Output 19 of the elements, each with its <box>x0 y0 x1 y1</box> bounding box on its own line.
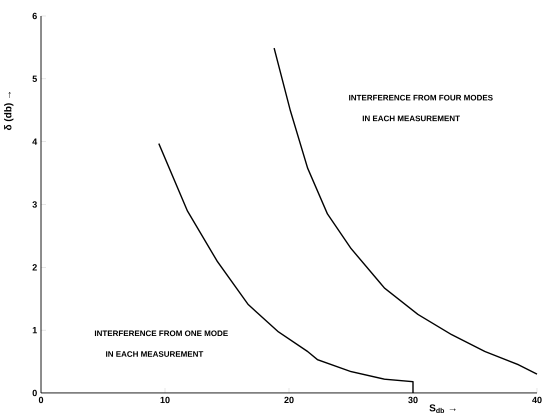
annotation: INTERFERENCE FROM FOUR MODES <box>349 94 493 101</box>
x-tick-label: 0 <box>38 396 44 404</box>
annotation: IN EACH MEASUREMENT <box>106 351 204 357</box>
x-tick-label: 30 <box>408 396 418 404</box>
y-tick-label: 2 <box>32 264 37 270</box>
y-tick-label: 5 <box>32 76 37 82</box>
y-axis-title: δ (db) → <box>4 92 14 130</box>
annotation: IN EACH MEASUREMENT <box>362 116 460 122</box>
y-tick-label: 3 <box>32 201 37 208</box>
annotation: INTERFERENCE FROM ONE MODE <box>94 330 228 336</box>
y-tick-label: 4 <box>32 138 38 145</box>
y-tick-label: 0 <box>32 390 37 396</box>
x-tick-label: 10 <box>160 396 170 404</box>
x-tick-label: 40 <box>532 396 542 404</box>
x-tick-label: 20 <box>284 396 294 404</box>
y-tick-label: 1 <box>32 327 37 334</box>
line-series <box>273 47 538 375</box>
x-axis-title: S$_{db}$ → <box>429 404 456 414</box>
y-tick-label: 6 <box>32 12 37 20</box>
